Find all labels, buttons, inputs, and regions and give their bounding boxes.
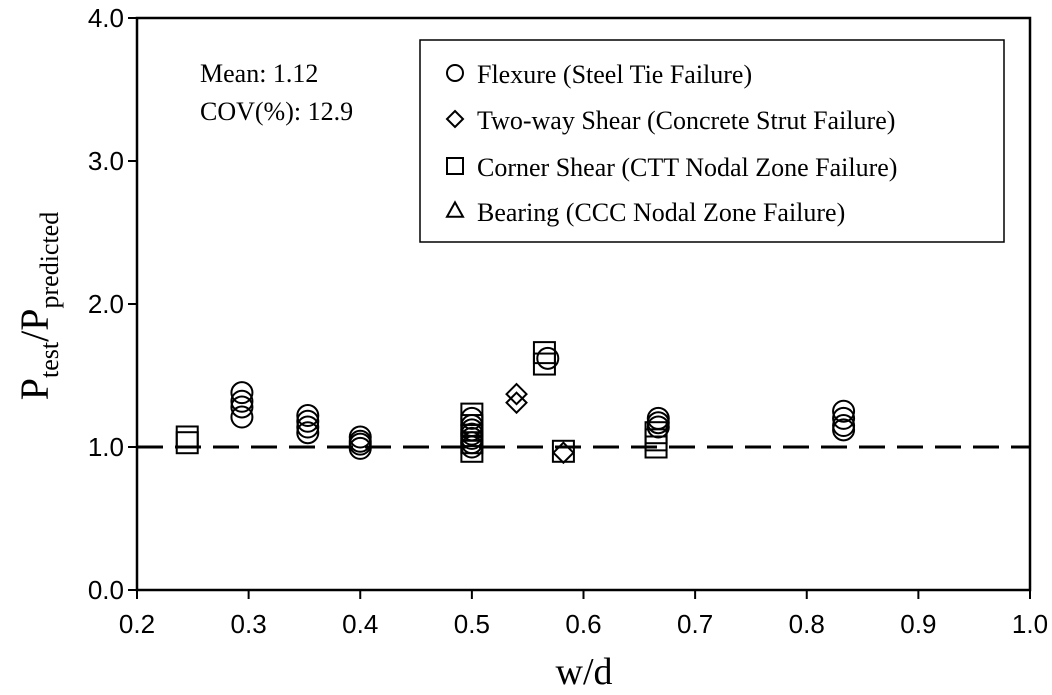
- diamond-data-point: [505, 391, 528, 415]
- circle-data-point: [832, 399, 856, 423]
- circle-data-point: [230, 405, 254, 429]
- y-tick-label: 0.0: [88, 575, 124, 605]
- axis-ticks: 0.2 0.3 0.4 0.5 0.6 0.7 0.8 0.9 1.0 0.0 1.0 2.0 3.0 4…: [88, 3, 1048, 639]
- y-tick-label: 3.0: [88, 146, 124, 176]
- circle-data-point: [230, 389, 254, 413]
- legend-circle-icon: [446, 64, 464, 82]
- circle-data-point: [348, 436, 372, 460]
- y-axis-label-sub-predicted: predicted: [35, 212, 64, 309]
- circle-data-point: [832, 406, 856, 430]
- y-axis-label-slash: /P: [12, 309, 57, 342]
- legend-box: [419, 39, 1005, 243]
- legend-label: Bearing (CCC Nodal Zone Failure): [477, 198, 845, 227]
- square-data-point: [460, 439, 484, 463]
- annotation-cov: COV(%): 12.9: [200, 97, 353, 126]
- annotation-mean: Mean: 1.12: [200, 59, 318, 88]
- y-axis-label-sub-test: test: [35, 341, 64, 378]
- circle-data-point: [296, 404, 320, 428]
- legend-label: Corner Shear (CTT Nodal Zone Failure): [477, 153, 897, 182]
- legend: Flexure (Steel Tie Failure) Two-way Shear…: [419, 39, 1005, 243]
- y-tick-label: 2.0: [88, 289, 124, 319]
- legend-diamond-icon: [445, 109, 465, 129]
- circle-data-point: [296, 415, 320, 439]
- y-axis-label-main: P: [12, 378, 57, 400]
- y-tick-label: 4.0: [88, 3, 124, 33]
- legend-square-icon: [446, 157, 464, 175]
- legend-label: Two-way Shear (Concrete Strut Failure): [477, 106, 895, 135]
- x-tick-label: 1.0: [1012, 609, 1048, 639]
- circle-data-point: [230, 381, 254, 405]
- square-data-point: [644, 435, 668, 459]
- x-tick-label: 0.9: [900, 609, 936, 639]
- x-tick-label: 0.2: [119, 609, 155, 639]
- x-axis-label: w/d: [556, 651, 613, 693]
- x-tick-label: 0.4: [342, 609, 378, 639]
- circle-data-point: [832, 418, 856, 442]
- x-tick-label: 0.5: [454, 609, 490, 639]
- y-axis-label: Ptest/Ppredicted: [12, 212, 64, 400]
- legend-triangle-icon: [445, 200, 465, 218]
- y-tick-label: 1.0: [88, 432, 124, 462]
- square-data-point: [175, 425, 199, 449]
- circle-data-point: [230, 395, 254, 419]
- legend-label: Flexure (Steel Tie Failure): [477, 60, 752, 89]
- x-tick-label: 0.8: [789, 609, 825, 639]
- square-data-point: [175, 431, 199, 455]
- circle-data-point: [296, 421, 320, 445]
- x-tick-label: 0.3: [231, 609, 267, 639]
- data-markers: [175, 341, 856, 465]
- circle-data-point: [536, 346, 560, 370]
- x-tick-label: 0.6: [565, 609, 601, 639]
- square-data-point: [532, 352, 556, 376]
- square-data-point: [551, 439, 575, 463]
- circle-data-point: [296, 409, 320, 433]
- diamond-data-point: [505, 382, 528, 406]
- x-tick-label: 0.7: [677, 609, 713, 639]
